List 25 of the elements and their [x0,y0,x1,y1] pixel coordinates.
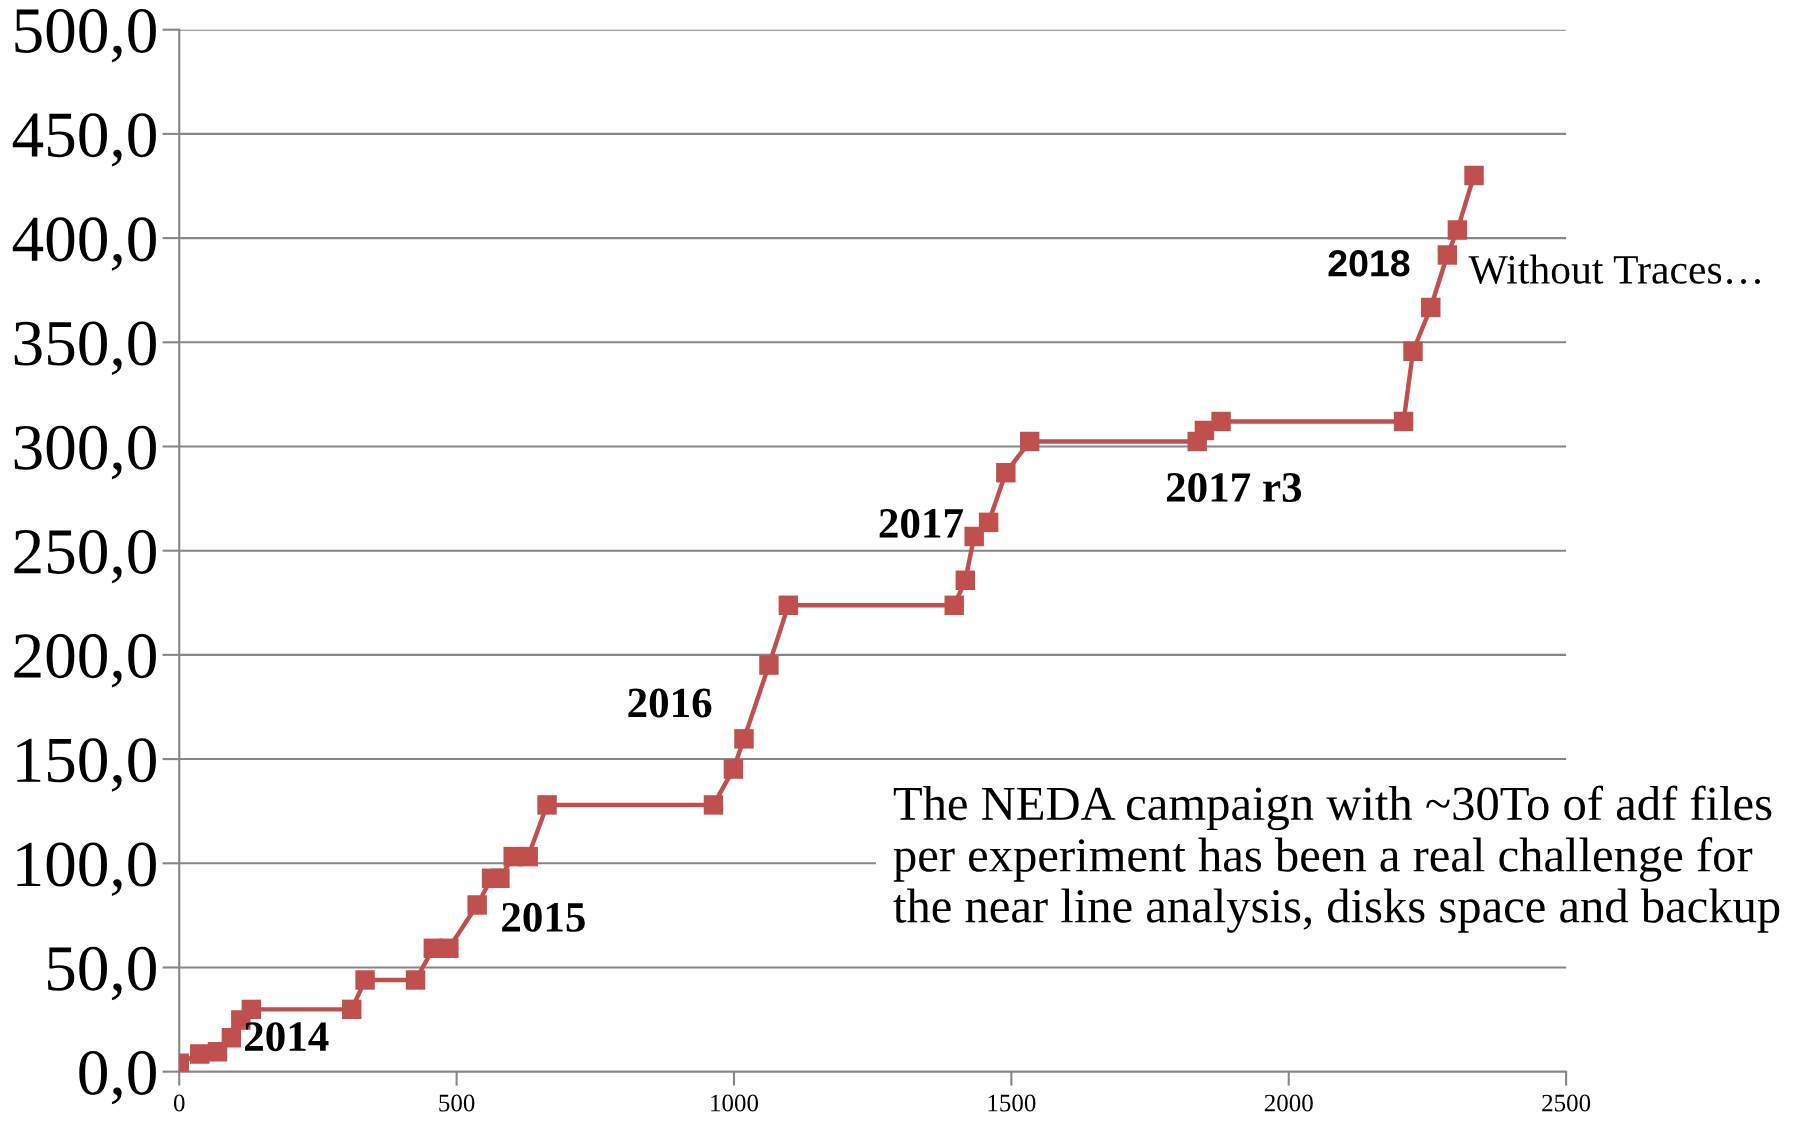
annotation: 2017 r3 [1166,472,1302,503]
annotation: Without Traces… [1468,254,1760,285]
x-tick-label: 500 [439,1094,475,1112]
annotation: 2014 [245,1022,329,1052]
y-tick-label: 0,0 [79,1050,156,1105]
annotation: 2015 [502,902,585,932]
y-tick-label: 150,0 [17,738,156,792]
annotation: 2017 [879,508,963,538]
y-tick-label: 250,0 [14,529,156,584]
y-tick-label: 100,0 [17,842,156,896]
y-tick-label: 50,0 [47,946,156,1001]
y-tick-label: 200,0 [14,634,156,688]
x-tick-label: 2000 [1264,1094,1313,1112]
y-tick-label: 400,0 [12,217,156,271]
y-tick-label: 350,0 [14,321,156,375]
x-tick-label: 0 [173,1094,185,1112]
annotation: The NEDA campaign with ~30To of adf files per experiment has been a real challenge for the near line analysis, disks space and backup [893,785,1780,933]
annotation: 2016 [628,688,712,718]
y-tick-label: 500,0 [15,8,156,63]
x-tick-label: 1500 [988,1094,1036,1112]
annotation: 2018 [1328,249,1410,277]
y-tick-label: 300,0 [14,425,156,480]
y-tick-label: 450,0 [12,113,156,167]
x-tick-label: 2500 [1542,1094,1591,1112]
x-tick-label: 1000 [711,1094,759,1112]
